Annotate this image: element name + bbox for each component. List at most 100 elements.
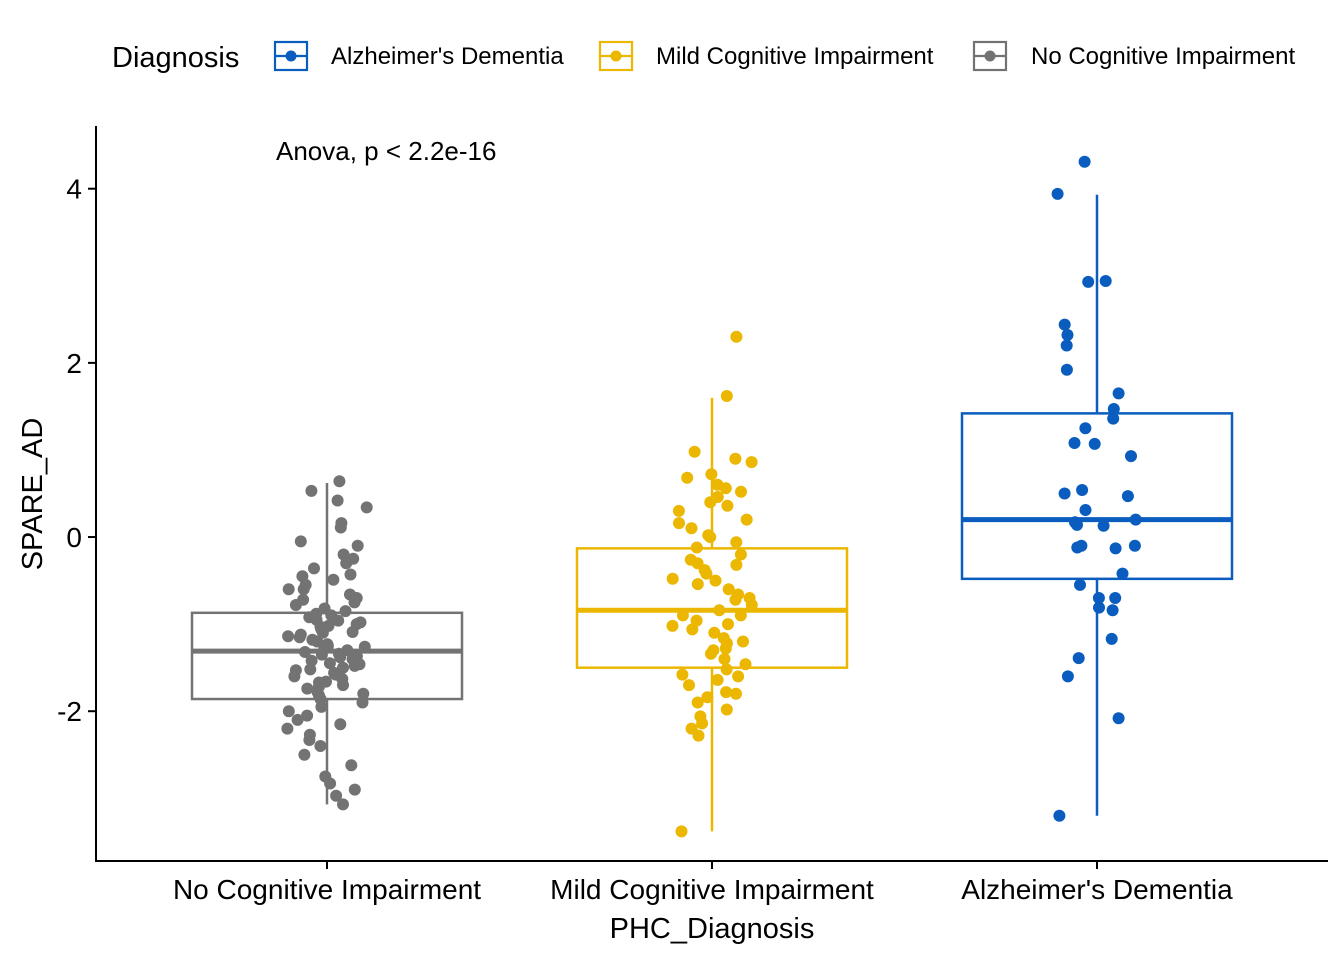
data-point xyxy=(686,623,699,636)
data-point xyxy=(334,718,347,731)
data-point xyxy=(1061,670,1074,683)
data-point xyxy=(730,536,743,549)
data-point xyxy=(705,468,718,481)
data-point xyxy=(691,557,704,570)
data-point xyxy=(299,646,311,658)
data-point xyxy=(348,596,361,609)
data-point xyxy=(690,541,703,554)
data-point xyxy=(323,657,336,670)
points-2 xyxy=(666,330,758,838)
data-point xyxy=(346,626,359,638)
data-point xyxy=(1051,187,1064,200)
data-point xyxy=(303,734,316,746)
data-point xyxy=(1092,592,1105,604)
data-point xyxy=(720,703,733,716)
data-point xyxy=(739,658,752,671)
data-point xyxy=(672,504,685,517)
data-point xyxy=(294,535,307,548)
data-point xyxy=(327,573,340,586)
y-tick-label: -2 xyxy=(57,696,82,727)
data-point xyxy=(357,687,370,700)
data-point xyxy=(720,663,733,676)
anova-annotation: Anova, p < 2.2e-16 xyxy=(276,136,496,166)
data-point xyxy=(675,825,688,838)
x-tick-label: Alzheimer's Dementia xyxy=(961,874,1233,905)
data-point xyxy=(340,557,353,570)
data-point xyxy=(291,713,304,726)
data-point xyxy=(315,700,328,713)
data-point xyxy=(1109,542,1122,555)
data-points xyxy=(281,155,1142,838)
data-point xyxy=(358,640,371,653)
data-point xyxy=(322,619,335,632)
data-point xyxy=(683,679,695,692)
data-point xyxy=(1121,490,1134,503)
data-point xyxy=(345,759,358,772)
data-point xyxy=(708,626,721,639)
data-point xyxy=(1112,712,1125,725)
data-point xyxy=(301,682,314,695)
box-2 xyxy=(575,397,849,832)
data-point xyxy=(329,668,342,681)
data-point xyxy=(1079,422,1092,435)
data-point xyxy=(293,631,306,644)
data-point xyxy=(1116,567,1129,580)
data-point xyxy=(745,456,758,469)
box-rect xyxy=(960,412,1234,581)
data-point xyxy=(719,642,732,655)
data-point xyxy=(308,562,320,575)
data-point xyxy=(1068,437,1081,449)
data-point xyxy=(704,496,717,509)
data-point xyxy=(676,609,689,622)
data-point xyxy=(1075,539,1088,552)
data-point xyxy=(332,647,345,660)
data-point xyxy=(282,583,295,596)
data-point xyxy=(722,583,735,596)
legend-key-point xyxy=(610,50,622,62)
data-point xyxy=(330,789,343,802)
data-point xyxy=(1109,592,1122,604)
data-point xyxy=(730,558,743,571)
data-point xyxy=(1076,484,1089,496)
data-point xyxy=(720,686,733,699)
data-point xyxy=(1071,518,1083,531)
legend-label: Alzheimer's Dementia xyxy=(331,43,564,70)
data-point xyxy=(722,618,734,631)
y-tick-label: 4 xyxy=(66,174,82,205)
data-point xyxy=(315,648,328,661)
x-axis-title: PHC_Diagnosis xyxy=(610,913,815,945)
points-1 xyxy=(281,475,373,811)
data-point xyxy=(1107,412,1120,425)
y-tick-label: 0 xyxy=(66,522,82,553)
data-point xyxy=(324,777,337,790)
data-point xyxy=(743,592,756,604)
legend-label: No Cognitive Impairment xyxy=(1031,43,1295,70)
data-point xyxy=(734,548,747,561)
data-point xyxy=(734,609,747,622)
data-point xyxy=(1072,652,1085,665)
data-point xyxy=(1078,155,1091,168)
data-point xyxy=(666,572,679,585)
legend: Diagnosis Alzheimer's Dementia Mild Cogni… xyxy=(112,40,1295,74)
data-point xyxy=(1093,601,1105,614)
legend-entry: Alzheimer's Dementia xyxy=(273,40,564,72)
data-point xyxy=(337,679,349,692)
y-tick-label: 2 xyxy=(66,348,82,379)
boxes xyxy=(190,194,1234,832)
data-point xyxy=(691,696,704,709)
data-point xyxy=(1099,275,1112,287)
data-point xyxy=(709,574,722,587)
data-point xyxy=(1053,809,1066,822)
data-point xyxy=(314,740,327,752)
data-point xyxy=(1125,450,1137,463)
data-point xyxy=(721,499,734,512)
data-point xyxy=(288,670,301,683)
data-point xyxy=(301,709,314,722)
data-point xyxy=(333,475,346,488)
data-point xyxy=(1128,539,1141,552)
data-point xyxy=(719,482,732,495)
y-ticks: -2 0 2 4 xyxy=(57,174,96,727)
data-point xyxy=(730,330,743,343)
